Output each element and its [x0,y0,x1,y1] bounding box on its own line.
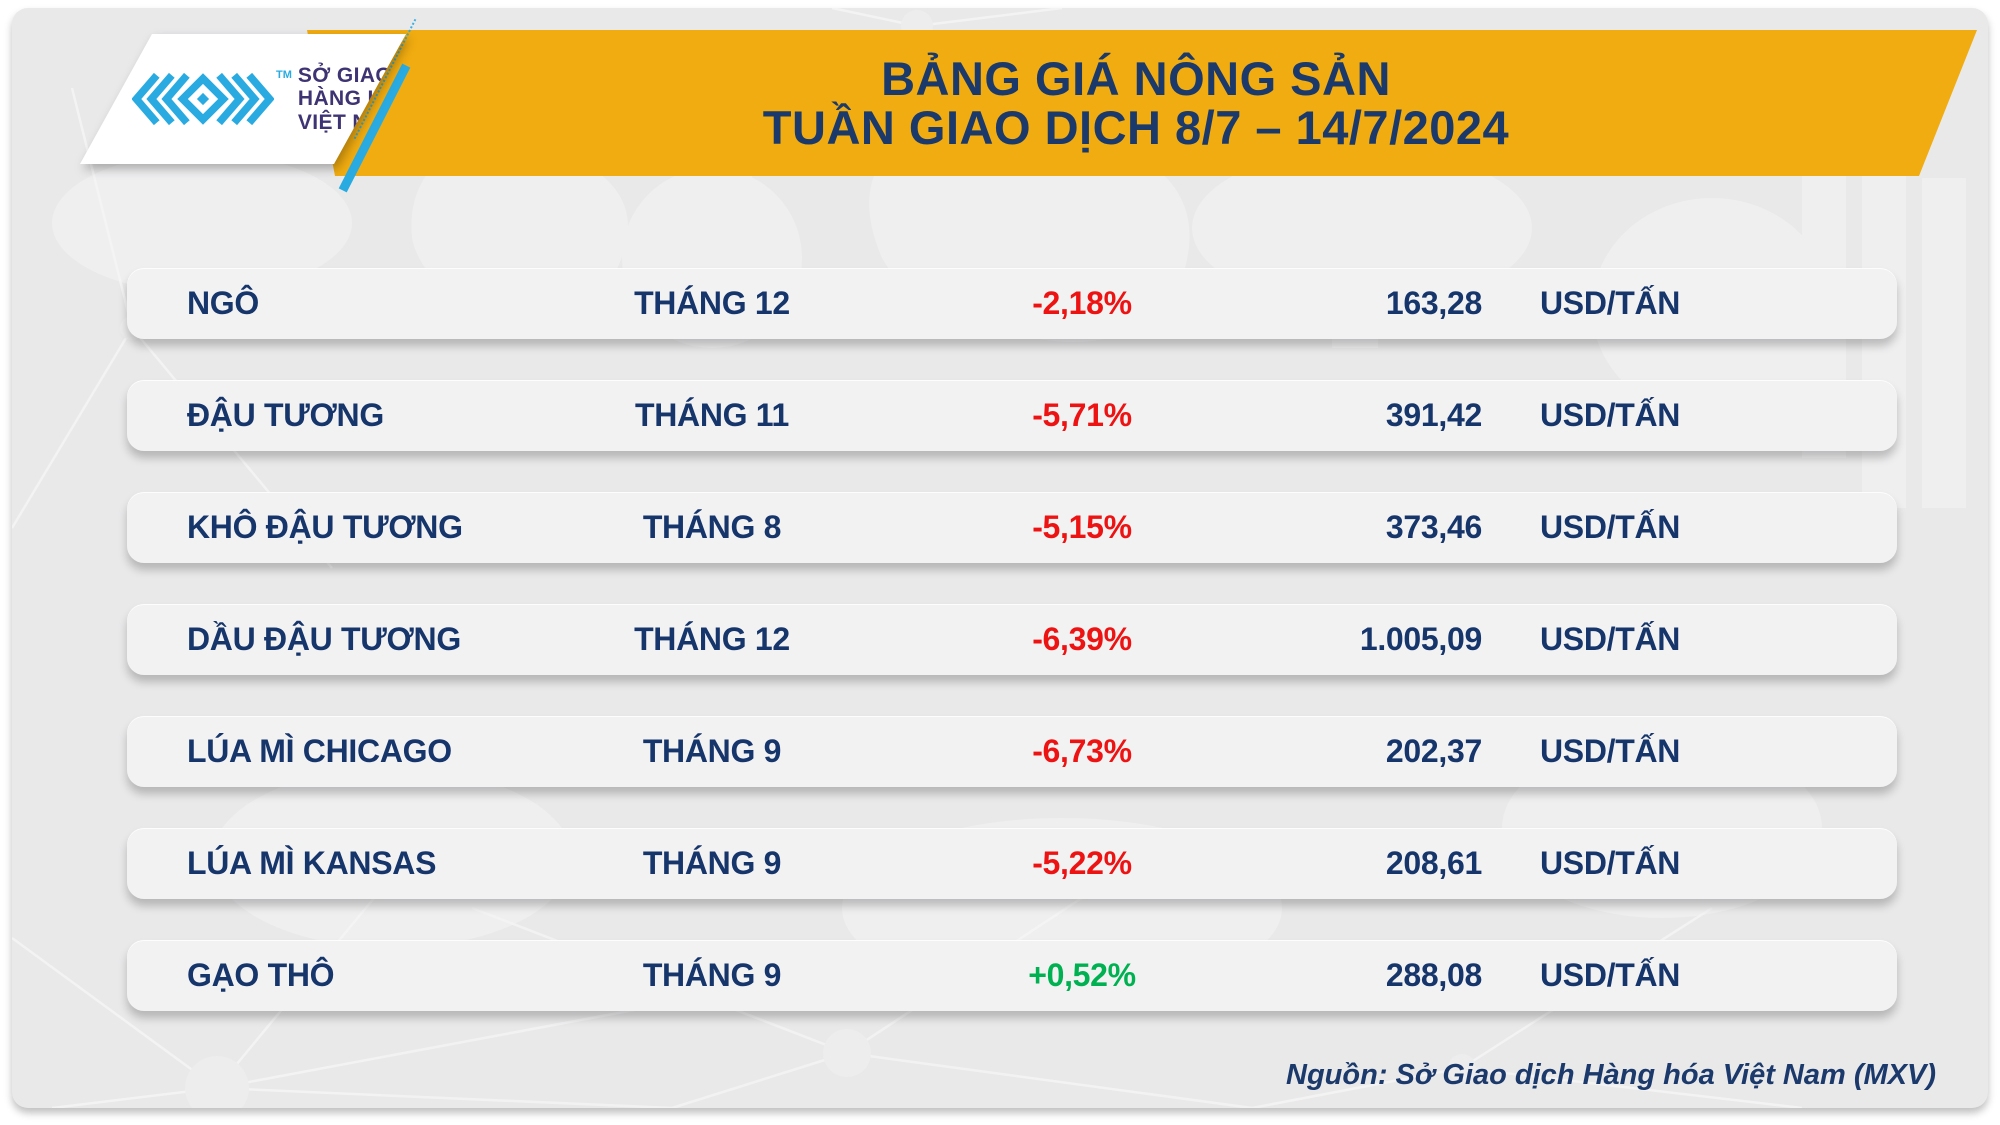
weekly-change: -6,73% [1032,733,1132,769]
weekly-change: +0,52% [1028,957,1136,993]
contract-month: THÁNG 11 [634,397,790,433]
price-unit: USD/TẤN [1540,621,1681,657]
price-row: LÚA MÌ KANSAS THÁNG 9 -5,22% 208,61 USD/… [127,828,1897,899]
commodity-name: LÚA MÌ CHICAGO [187,733,452,769]
price-value: 288,08 [1385,957,1482,993]
contract-month: THÁNG 12 [634,621,790,657]
weekly-change: -5,71% [1032,397,1132,433]
price-value: 391,42 [1385,397,1482,433]
weekly-change: -5,22% [1032,845,1132,881]
price-value: 208,61 [1385,845,1482,881]
price-value: 202,37 [1385,733,1482,769]
commodity-name: GẠO THÔ [187,957,335,993]
price-row: KHÔ ĐẬU TƯƠNG THÁNG 8 -5,15% 373,46 USD/… [127,492,1897,563]
trademark-symbol: TM [276,69,292,81]
contract-month: THÁNG 12 [634,285,790,321]
price-row: LÚA MÌ CHICAGO THÁNG 9 -6,73% 202,37 USD… [127,716,1897,787]
commodity-name: NGÔ [187,285,259,321]
contract-month: THÁNG 8 [642,509,782,545]
contract-month: THÁNG 9 [642,733,782,769]
price-unit: USD/TẤN [1540,845,1681,881]
contract-month: THÁNG 9 [642,845,782,881]
price-unit: USD/TẤN [1540,957,1681,993]
price-value: 1.005,09 [1359,621,1482,657]
commodity-name: KHÔ ĐẬU TƯƠNG [187,509,463,545]
contract-month: THÁNG 9 [642,957,782,993]
weekly-change: -2,18% [1032,285,1132,321]
title-banner: BẢNG GIÁ NÔNG SẢN TUẦN GIAO DỊCH 8/7 – 1… [307,30,1977,176]
page-title-line1: BẢNG GIÁ NÔNG SẢN [881,52,1391,105]
mxv-logo-icon [132,72,274,126]
price-value: 373,46 [1385,509,1482,545]
price-row: DẦU ĐẬU TƯƠNG THÁNG 12 -6,39% 1.005,09 U… [127,604,1897,675]
page-title-line2: TUẦN GIAO DỊCH 8/7 – 14/7/2024 [762,101,1510,154]
price-table: NGÔ THÁNG 12 -2,18% 163,28 USD/TẤN ĐẬU T… [127,268,1897,1052]
commodity-name: DẦU ĐẬU TƯƠNG [187,621,461,657]
source-note: Nguồn: Sở Giao dịch Hàng hóa Việt Nam (M… [1286,1059,1936,1091]
price-unit: USD/TẤN [1540,733,1681,769]
price-unit: USD/TẤN [1540,397,1681,433]
weekly-change: -6,39% [1032,621,1132,657]
infographic-card: BẢNG GIÁ NÔNG SẢN TUẦN GIAO DỊCH 8/7 – 1… [12,8,1988,1108]
weekly-change: -5,15% [1032,509,1132,545]
commodity-name: LÚA MÌ KANSAS [187,845,437,881]
price-value: 163,28 [1385,285,1482,321]
price-unit: USD/TẤN [1540,509,1681,545]
price-row: GẠO THÔ THÁNG 9 +0,52% 288,08 USD/TẤN [127,940,1897,1011]
price-row: NGÔ THÁNG 12 -2,18% 163,28 USD/TẤN [127,268,1897,339]
mxv-logo-plate: TM SỞ GIAO DỊCH HÀNG HÓA VIỆT NAM [80,34,406,164]
price-unit: USD/TẤN [1540,285,1681,321]
commodity-name: ĐẬU TƯƠNG [187,397,384,433]
price-row: ĐẬU TƯƠNG THÁNG 11 -5,71% 391,42 USD/TẤN [127,380,1897,451]
